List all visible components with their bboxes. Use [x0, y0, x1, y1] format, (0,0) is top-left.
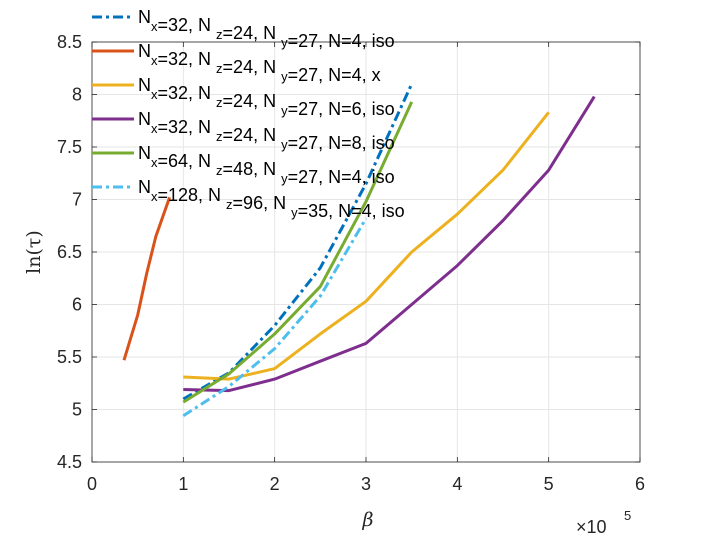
y-tick-label: 5.5	[57, 347, 82, 367]
series-line-6	[182, 217, 368, 418]
x-tick-label: 1	[178, 474, 188, 494]
series-lines	[122, 83, 596, 418]
y-tick-label: 8.5	[57, 32, 82, 52]
axis-ticks: 0 1 2 3 4 5 6 4.5 5 5.5 6 6.5 7 7.5 8 8.5	[57, 32, 645, 494]
x-axis-label: β	[362, 509, 374, 531]
legend-entry: Nx=128, N z=96, N y=35, N=4, iso	[138, 177, 405, 221]
y-tick-label: 6.5	[57, 242, 82, 262]
series-line-5	[182, 101, 414, 404]
y-tick-label: 7	[72, 190, 82, 210]
y-axis-label: ln(τ)	[23, 230, 45, 274]
x-exponent-base: ×10	[576, 517, 607, 537]
x-exponent-power: 5	[624, 508, 631, 523]
legend-entry: Nx=32, N z=24, N y=27, N=8, iso	[138, 109, 395, 153]
legend-entry: Nx=32, N z=24, N y=27, N=6, iso	[138, 75, 395, 119]
series-line-4	[183, 95, 596, 393]
legend-entry: Nx=32, N z=24, N y=27, N=4, x	[138, 41, 381, 85]
x-tick-label: 6	[635, 474, 645, 494]
y-tick-label: 8	[72, 85, 82, 105]
x-tick-label: 0	[87, 474, 97, 494]
y-tick-label: 7.5	[57, 137, 82, 157]
x-tick-label: 5	[544, 474, 554, 494]
series-line-2	[122, 196, 172, 361]
x-tick-label: 3	[361, 474, 371, 494]
legend-entry: Nx=32, N z=24, N y=27, N=4, iso	[138, 7, 395, 51]
x-tick-label: 2	[270, 474, 280, 494]
y-tick-label: 4.5	[57, 452, 82, 472]
x-tick-label: 4	[452, 474, 462, 494]
y-tick-label: 5	[72, 400, 82, 420]
legend-entry: Nx=64, N z=48, N y=27, N=4, iso	[138, 143, 395, 187]
y-tick-label: 6	[72, 295, 82, 315]
